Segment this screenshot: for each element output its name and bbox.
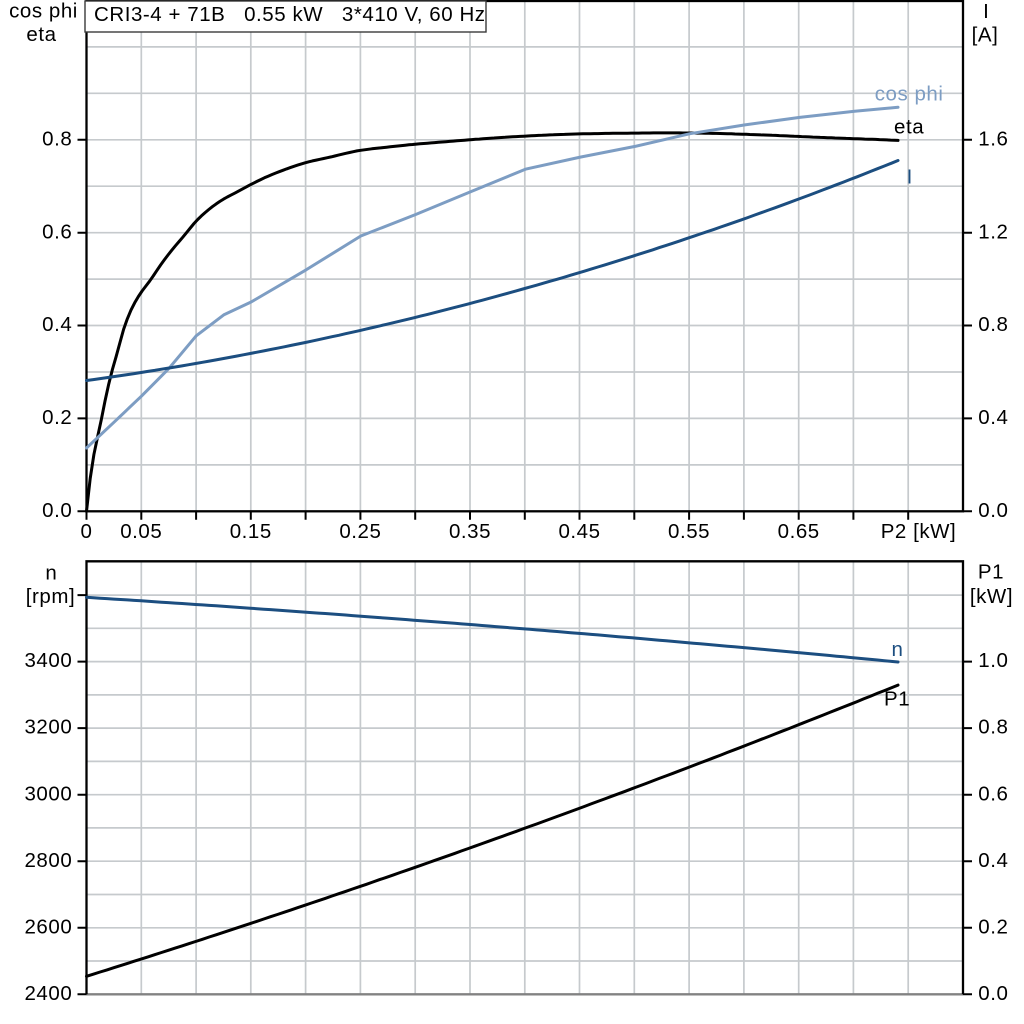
- svg-text:3000: 3000: [24, 782, 72, 805]
- svg-text:I: I: [907, 166, 913, 189]
- svg-text:I: I: [983, 0, 989, 23]
- svg-text:3400: 3400: [24, 649, 72, 672]
- svg-text:0.05: 0.05: [120, 520, 162, 543]
- svg-text:0.45: 0.45: [558, 520, 600, 543]
- svg-text:1.2: 1.2: [978, 220, 1008, 243]
- svg-text:0.8: 0.8: [978, 313, 1008, 336]
- svg-text:0.8: 0.8: [978, 716, 1008, 739]
- svg-text:eta: eta: [26, 23, 56, 46]
- svg-text:[rpm]: [rpm]: [26, 585, 75, 608]
- svg-text:0.25: 0.25: [339, 520, 381, 543]
- svg-text:CRI3-4 + 71B 0.55 kW 3*410: CRI3-4 + 71B 0.55 kW 3*410 V, 60 Hz: [94, 3, 486, 26]
- svg-text:1.6: 1.6: [978, 127, 1008, 150]
- svg-text:2800: 2800: [24, 849, 72, 872]
- svg-text:0.55: 0.55: [668, 520, 710, 543]
- svg-text:0.65: 0.65: [778, 520, 820, 543]
- svg-text:2600: 2600: [24, 915, 72, 938]
- svg-text:P1: P1: [978, 561, 1004, 584]
- svg-text:0.2: 0.2: [42, 406, 72, 429]
- svg-text:0.4: 0.4: [978, 849, 1008, 872]
- svg-text:cos phi: cos phi: [875, 83, 944, 106]
- svg-text:n: n: [45, 561, 57, 584]
- svg-text:0.4: 0.4: [42, 313, 72, 336]
- svg-text:0.8: 0.8: [42, 127, 72, 150]
- svg-text:P2 [kW]: P2 [kW]: [881, 520, 957, 543]
- svg-text:0.0: 0.0: [978, 499, 1008, 522]
- svg-text:0.6: 0.6: [42, 220, 72, 243]
- svg-text:0.4: 0.4: [978, 406, 1008, 429]
- svg-text:n: n: [892, 638, 904, 661]
- svg-text:0: 0: [81, 520, 93, 543]
- svg-text:cos phi: cos phi: [9, 0, 78, 23]
- svg-text:0.0: 0.0: [978, 982, 1008, 1005]
- svg-text:[kW]: [kW]: [970, 585, 1013, 608]
- svg-text:0.6: 0.6: [978, 782, 1008, 805]
- svg-text:0.35: 0.35: [449, 520, 491, 543]
- svg-text:P1: P1: [884, 688, 910, 711]
- svg-text:0.15: 0.15: [230, 520, 272, 543]
- svg-text:eta: eta: [894, 116, 924, 139]
- svg-text:0.0: 0.0: [42, 499, 72, 522]
- svg-text:1.0: 1.0: [978, 649, 1008, 672]
- svg-text:2400: 2400: [24, 982, 72, 1005]
- svg-text:3200: 3200: [24, 716, 72, 739]
- svg-text:0.2: 0.2: [978, 915, 1008, 938]
- svg-text:[A]: [A]: [972, 23, 999, 46]
